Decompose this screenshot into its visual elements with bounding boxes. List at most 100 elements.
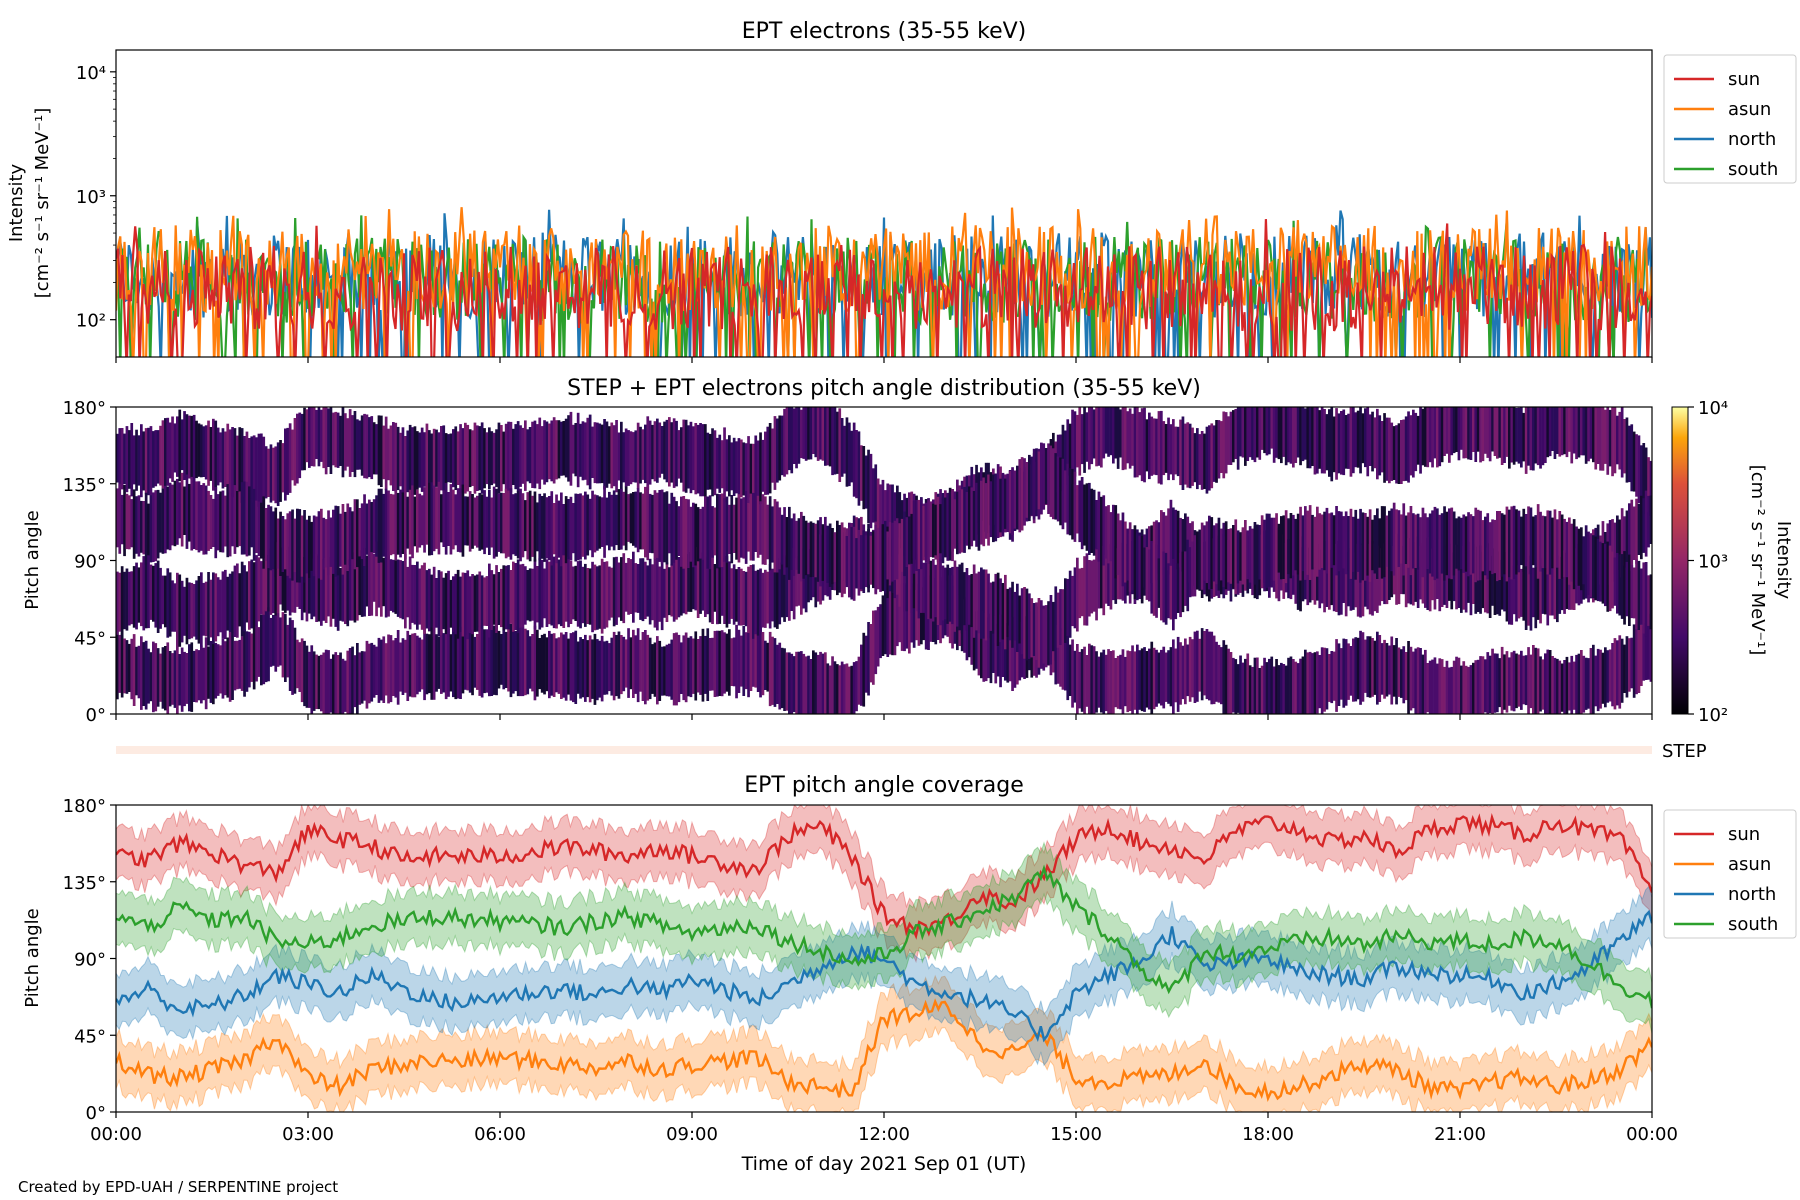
heatmap-cell xyxy=(257,433,261,507)
heatmap-cell xyxy=(300,548,304,621)
heatmap-cell xyxy=(1625,510,1629,568)
heatmap-cell xyxy=(1491,407,1494,452)
heatmap-cell xyxy=(1361,413,1365,464)
heatmap-cell xyxy=(221,638,225,699)
heatmap-cell xyxy=(1198,434,1202,485)
heatmap-cell xyxy=(768,423,772,494)
heatmap-cell xyxy=(430,574,434,628)
heatmap-cell xyxy=(459,626,462,699)
heatmap-cell xyxy=(1376,631,1379,705)
heatmap-cell xyxy=(843,527,846,594)
heatmap-cell xyxy=(588,568,592,625)
heatmap-cell xyxy=(336,506,340,576)
heatmap-cell xyxy=(401,638,405,695)
panel2-y-ticks: 0°45°90°135°180° xyxy=(63,398,116,726)
heatmap-cell xyxy=(1582,536,1586,585)
heatmap-cell xyxy=(1560,663,1564,712)
heatmap-cell xyxy=(1155,544,1158,618)
heatmap-cell xyxy=(1280,516,1283,580)
heatmap-cell xyxy=(1056,456,1060,522)
heatmap-cell xyxy=(1352,638,1355,702)
heatmap-cell xyxy=(1644,490,1648,557)
heatmap-cell xyxy=(1092,409,1096,459)
heatmap-cell xyxy=(267,448,270,497)
heatmap-cell xyxy=(216,427,220,486)
heatmap-cell xyxy=(500,492,503,554)
heatmap-cell xyxy=(989,481,993,538)
heatmap-cell xyxy=(756,440,760,502)
heatmap-cell xyxy=(1474,660,1478,714)
heatmap-cell xyxy=(1196,428,1199,490)
heatmap-cell xyxy=(195,580,198,640)
heatmap-cell xyxy=(1599,649,1602,709)
heatmap-cell xyxy=(1515,560,1518,622)
heatmap-cell xyxy=(1215,641,1218,702)
heatmap-cell xyxy=(1575,407,1578,460)
heatmap-cell xyxy=(440,571,443,636)
heatmap-cell xyxy=(454,626,458,700)
heatmap-cell xyxy=(704,496,707,570)
heatmap-cell xyxy=(346,556,350,627)
heatmap-cell xyxy=(389,425,393,486)
coverage-line-south xyxy=(116,864,1652,1009)
heatmap-cell xyxy=(615,420,618,493)
heatmap-cell xyxy=(1342,638,1346,708)
heatmap-cell xyxy=(485,496,489,548)
heatmap-cell xyxy=(821,653,825,714)
heatmap-cell xyxy=(677,430,681,479)
heatmap-cell xyxy=(1260,515,1264,589)
heatmap-cell xyxy=(884,490,887,546)
heatmap-cell xyxy=(346,650,350,714)
heatmap-cell xyxy=(478,492,482,551)
heatmap-cell xyxy=(140,500,143,553)
heatmap-cell xyxy=(1260,665,1264,714)
heatmap-cell xyxy=(1128,408,1132,469)
heatmap-cell xyxy=(788,506,791,580)
heatmap-cell xyxy=(987,617,990,679)
heatmap-cell xyxy=(382,557,386,607)
heatmap-cell xyxy=(1460,665,1463,714)
heatmap-cell xyxy=(1342,516,1346,569)
heatmap-cell xyxy=(497,572,501,625)
heatmap-cell xyxy=(1328,513,1331,568)
heatmap-cell xyxy=(773,416,777,490)
colorbar-tick-label: 10⁴ xyxy=(1698,398,1728,419)
heatmap-cell xyxy=(442,577,446,630)
heatmap-cell xyxy=(1589,533,1593,597)
heatmap-cell xyxy=(1462,661,1466,714)
heatmap-cell xyxy=(552,503,556,555)
heatmap-cell xyxy=(358,652,362,705)
heatmap-cell xyxy=(1097,407,1101,466)
heatmap-cell xyxy=(1138,650,1142,710)
heatmap-cell xyxy=(761,632,765,696)
heatmap-cell xyxy=(1373,515,1377,574)
heatmap-cell xyxy=(156,430,160,484)
heatmap-cell xyxy=(118,483,122,554)
y-tick-label: 180° xyxy=(63,398,106,419)
heatmap-cell xyxy=(1611,551,1614,609)
heatmap-cell xyxy=(591,639,594,699)
heatmap-cell xyxy=(353,552,357,623)
heatmap-cell xyxy=(178,482,182,539)
heatmap-cell xyxy=(1313,652,1317,714)
heatmap-cell xyxy=(1539,557,1542,624)
heatmap-cell xyxy=(1431,407,1434,468)
heatmap-cell xyxy=(322,407,326,469)
heatmap-cell xyxy=(1613,407,1617,474)
heatmap-cell xyxy=(315,553,318,622)
heatmap-cell xyxy=(519,626,522,697)
heatmap-cell xyxy=(497,630,501,689)
heatmap-cell xyxy=(958,490,962,554)
heatmap-cell xyxy=(435,429,438,487)
heatmap-cell xyxy=(1196,630,1199,702)
heatmap-cell xyxy=(610,422,614,489)
heatmap-cell xyxy=(836,664,839,714)
heatmap-cell xyxy=(418,568,422,625)
heatmap-cell xyxy=(872,468,875,523)
heatmap-cell xyxy=(353,411,357,478)
heatmap-cell xyxy=(881,524,885,592)
heatmap-cell xyxy=(346,503,350,571)
heatmap-cell xyxy=(689,636,693,698)
heatmap-cell xyxy=(1640,624,1643,686)
legend-box xyxy=(1663,809,1797,939)
